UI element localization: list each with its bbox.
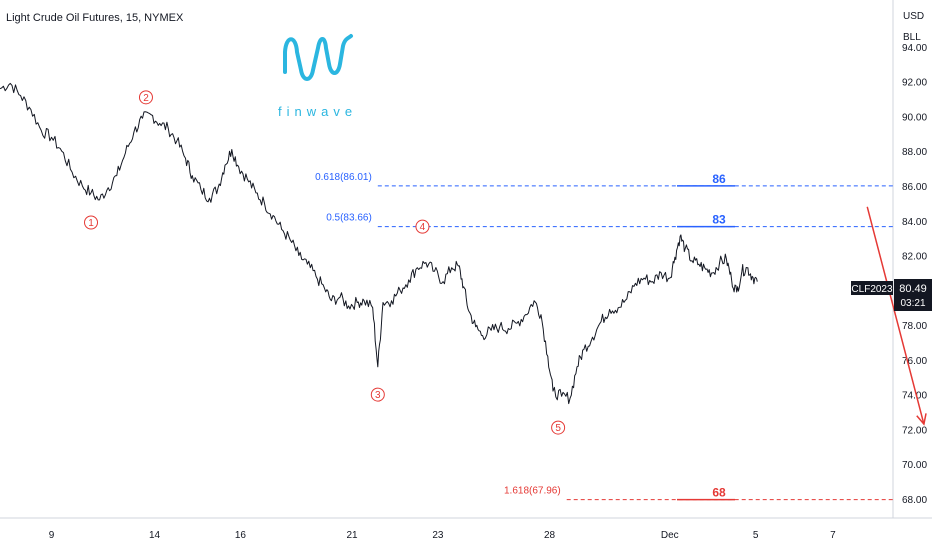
time-tick-label: 7 — [830, 530, 836, 541]
fib-target-label: 86 — [712, 172, 726, 186]
price-line — [0, 82, 758, 405]
projection-arrow-group — [866, 206, 927, 426]
time-tick-label: 16 — [235, 530, 247, 541]
wave-label-circle — [551, 420, 566, 435]
time-tick-label: 23 — [432, 530, 444, 541]
time-tick-label: Dec — [661, 530, 679, 541]
time-tick-label: 5 — [753, 530, 759, 541]
wave-label-circle — [415, 219, 430, 234]
wave-label-text: 3 — [375, 390, 381, 401]
last-price-value: 80.49 — [899, 283, 927, 295]
time-tick-label: 9 — [49, 530, 55, 541]
wave-label-4: 4 — [415, 219, 430, 234]
time-axis: 9 14 16 21 23 28 Dec 5 7 — [49, 530, 836, 541]
price-tick-label: 88.00 — [902, 147, 927, 158]
wave-label-text: 2 — [143, 93, 149, 104]
price-tick-label: 86.00 — [902, 182, 927, 193]
price-tick-label: 78.00 — [902, 321, 927, 332]
symbol-badge: CLF2023 — [851, 281, 893, 295]
price-tick-label: 90.00 — [902, 112, 927, 123]
price-tick-label: 72.00 — [902, 425, 927, 436]
wave-label-text: 5 — [555, 423, 561, 434]
price-tick-label: 68.00 — [902, 495, 927, 506]
wave-labels: 1 2 3 4 5 — [84, 90, 566, 435]
fib-level-label: 0.618(86.01) — [315, 172, 372, 183]
wave-label-5: 5 — [551, 420, 566, 435]
wave-label-3: 3 — [370, 387, 385, 402]
price-tick-label: 84.00 — [902, 217, 927, 228]
wave-label-circle — [138, 90, 153, 105]
wave-label-1: 1 — [84, 215, 99, 230]
fib-target-label: 68 — [712, 486, 726, 500]
currency-label: USD — [903, 11, 924, 22]
finwave-wave-icon — [283, 34, 353, 81]
bar-countdown: 03:21 — [900, 298, 925, 309]
fib-level-label: 0.5(83.66) — [326, 213, 372, 224]
logo-text: finwave — [278, 104, 357, 119]
price-tick-label: 82.00 — [902, 252, 927, 263]
price-tick-label: 74.00 — [902, 391, 927, 402]
time-tick-label: 21 — [346, 530, 358, 541]
price-series — [0, 82, 758, 405]
price-axis: 94.0092.0090.0088.0086.0084.0082.0080.00… — [902, 43, 927, 506]
projection-arrow — [866, 206, 925, 425]
wave-label-circle — [370, 387, 385, 402]
time-tick-label: 14 — [149, 530, 161, 541]
projection-arrow-head — [916, 413, 927, 426]
fib-level-label: 1.618(67.96) — [504, 486, 561, 497]
time-tick-label: 28 — [544, 530, 556, 541]
fib-target-label: 83 — [712, 213, 726, 227]
fibonacci-levels: 0.618(86.01) 86 0.5(83.66) 83 1.618(67.96) 68 — [315, 172, 893, 501]
wave-label-text: 1 — [88, 218, 94, 229]
finwave-logo: finwave — [278, 34, 357, 119]
symbol-label: CLF2023 — [851, 284, 893, 295]
wave-label-text: 4 — [420, 222, 426, 233]
price-tick-label: 92.00 — [902, 78, 927, 89]
chart-title: Light Crude Oil Futures, 15, NYMEX — [6, 12, 184, 24]
wave-label-2: 2 — [138, 90, 153, 105]
last-price-badge: 80.49 03:21 — [894, 279, 932, 311]
unit-label: BLL — [903, 32, 921, 43]
wave-label-circle — [84, 215, 99, 230]
price-tick-label: 94.00 — [902, 43, 927, 54]
price-tick-label: 76.00 — [902, 356, 927, 367]
price-tick-label: 70.00 — [902, 460, 927, 471]
